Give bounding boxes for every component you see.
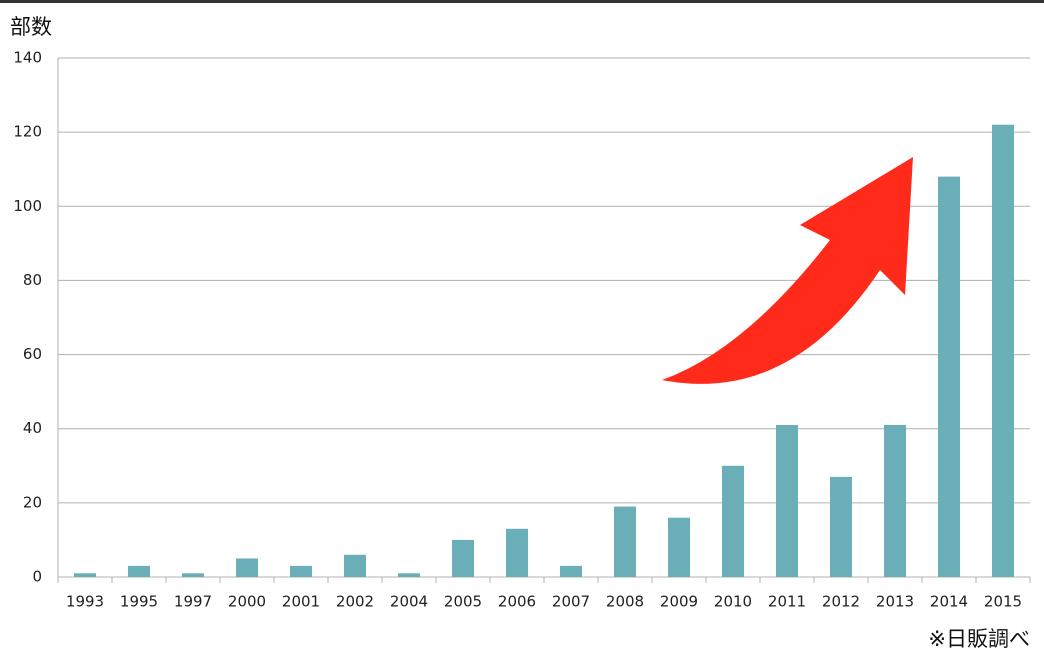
x-tick-label: 2010 [714,593,752,611]
bar [614,506,636,577]
plot-area: 0 20 40 60 80 100 120 140 1993 1995 1997 2000 2001 20… [13,49,1031,611]
bar [938,176,960,577]
trend-arrow [662,157,913,384]
x-tick-label: 2013 [876,593,914,611]
bar [128,565,150,577]
y-tick-label: 60 [23,345,42,363]
source-note: ※日販調べ [928,627,1030,651]
bar [776,425,798,577]
y-tick-label: 20 [23,493,42,511]
x-tick-label: 1997 [174,593,212,611]
x-tick-label: 2012 [822,593,860,611]
bar [452,539,474,577]
y-tick-label: 40 [23,419,42,437]
x-tick-label: 2007 [552,593,590,611]
bar [74,573,96,577]
bar [560,565,582,577]
bar [884,425,906,577]
x-tick-label: 1993 [66,593,104,611]
y-tick-label: 80 [23,271,42,289]
bar [830,476,852,577]
x-tick-label: 2004 [390,593,428,611]
bar [182,573,204,577]
x-tick-label: 2000 [228,593,266,611]
x-tick-label: 2014 [930,593,968,611]
x-tick-label: 2005 [444,593,482,611]
bar [722,465,744,577]
x-tick-label: 2001 [282,593,320,611]
x-tick-label: 2008 [606,593,644,611]
bar [506,528,528,577]
y-tick-label: 120 [13,123,42,141]
y-tick-label: 0 [32,568,42,586]
bar [290,565,312,577]
bar [668,517,690,577]
x-tick-label: 2015 [984,593,1022,611]
bar [992,124,1014,577]
bar [236,558,258,577]
x-tick-label: 1995 [120,593,158,611]
x-tick-label: 2011 [768,593,806,611]
y-tick-label: 100 [13,197,42,215]
bar [398,573,420,577]
x-tick-label: 2009 [660,593,698,611]
x-tick-label: 2002 [336,593,374,611]
y-tick-label: 140 [13,49,42,67]
y-axis-label: 部数 [10,15,52,39]
bar [344,554,366,577]
x-tick-label: 2006 [498,593,536,611]
top-border [0,0,1044,3]
